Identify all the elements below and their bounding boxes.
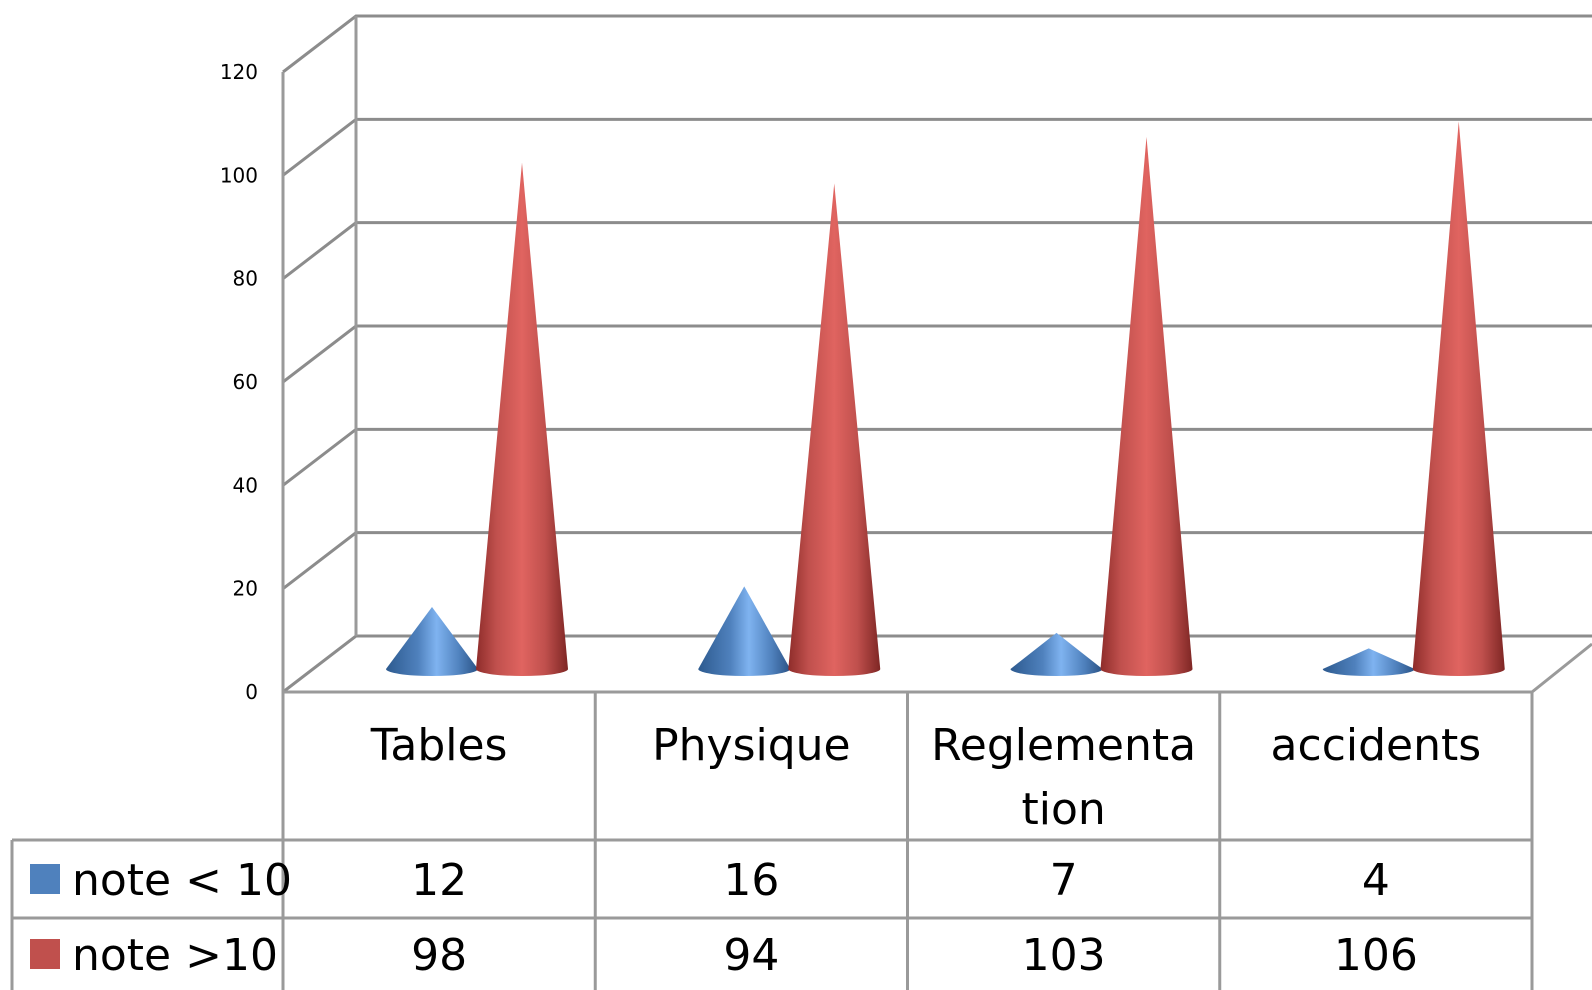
gridline: [282, 117, 1592, 177]
y-tick-label: 60: [233, 370, 258, 394]
x-tick-label: Tables: [370, 720, 508, 771]
cone-note-gt-10: [788, 183, 881, 677]
cone-note-gt-10: [476, 162, 568, 676]
data-label: 103: [1022, 930, 1106, 981]
data-label: 16: [723, 855, 779, 906]
cone-body: [1322, 648, 1415, 677]
cone-note-lt-10: [698, 586, 791, 677]
data-label: 98: [411, 930, 467, 981]
data-label: 94: [723, 930, 779, 981]
x-tick-label: tion: [1021, 784, 1105, 835]
chart-walls: [281, 16, 1592, 694]
data-table: Tables Physique Reglementa tion accidents not…: [10, 692, 1534, 990]
gridline: [282, 531, 1592, 590]
cone-note-gt-10: [1100, 136, 1193, 677]
data-label: 12: [411, 855, 467, 906]
y-tick-label: 20: [233, 577, 258, 601]
y-tick-label: 0: [245, 680, 258, 704]
cone-body: [788, 183, 881, 677]
cone-note-gt-10: [1412, 121, 1505, 676]
chart-marks: [386, 121, 1505, 677]
cone-note-lt-10: [1010, 632, 1103, 677]
legend-label: note < 10: [72, 855, 292, 906]
data-label: 7: [1050, 855, 1078, 906]
gridline: [282, 221, 1592, 280]
gridline: [282, 14, 1592, 74]
legend-swatch: [30, 864, 60, 894]
data-label: 106: [1334, 930, 1418, 981]
cone-body: [1100, 136, 1193, 677]
y-tick-label: 120: [220, 60, 258, 84]
y-axis-tick-labels: 0 20 40 60 80 100 120: [220, 60, 258, 704]
cone-body: [1412, 121, 1505, 676]
cone-body: [1010, 632, 1103, 677]
cone-note-lt-10: [386, 607, 478, 676]
x-tick-label: Reglementa: [931, 720, 1196, 771]
gridline: [282, 324, 1592, 384]
gridline: [282, 427, 1592, 487]
y-tick-label: 100: [220, 163, 258, 187]
y-tick-label: 40: [233, 473, 258, 497]
cone-body: [698, 586, 791, 677]
legend-swatch: [30, 939, 60, 969]
gridlines: [282, 14, 1592, 694]
legend-label: note >10: [72, 930, 278, 981]
x-tick-label: Physique: [652, 720, 851, 771]
cone-body: [476, 162, 568, 676]
data-label: 4: [1362, 855, 1390, 906]
y-tick-label: 80: [233, 267, 258, 291]
x-tick-label: accidents: [1271, 720, 1482, 771]
cone-body: [386, 607, 478, 676]
cone-note-lt-10: [1322, 648, 1415, 677]
